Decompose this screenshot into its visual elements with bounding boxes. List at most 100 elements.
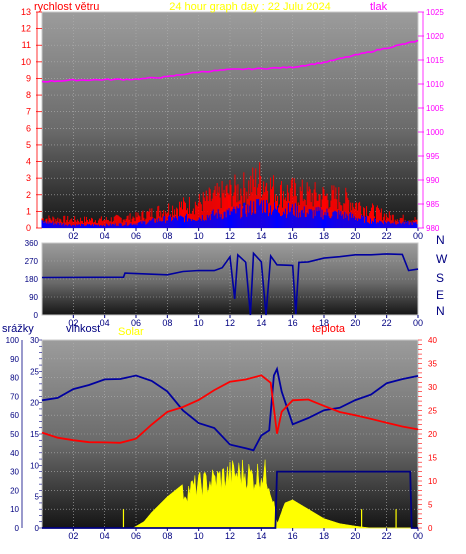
wind-speed-tick-label: 1 — [26, 206, 31, 216]
x-tick-label: 16 — [288, 531, 298, 541]
x-tick-label: 22 — [382, 318, 392, 328]
temperature-tick-label: 15 — [428, 454, 437, 463]
rain-tick-label: 0 — [15, 524, 20, 533]
x-tick-label: 04 — [100, 318, 110, 328]
x-tick-label: 06 — [131, 318, 141, 328]
x-tick-label: 08 — [162, 318, 172, 328]
wind-speed-tick-label: 7 — [26, 107, 31, 117]
wind-speed-tick-label: 12 — [21, 24, 31, 34]
humidity-line — [41, 366, 419, 452]
wind-speed-tick-label: 5 — [26, 140, 31, 150]
x-tick-label: 00 — [413, 531, 423, 541]
humidity-tick-label: 30 — [30, 336, 39, 345]
wind-speed-tick-label: 0 — [26, 223, 31, 233]
direction-tick-label: 90 — [29, 293, 38, 302]
rain-tick-label: 20 — [10, 486, 19, 495]
x-tick-label: 22 — [382, 231, 392, 241]
wind-direction-grid — [42, 243, 418, 315]
x-tick-label: 20 — [350, 318, 360, 328]
temperature-tick-label: 20 — [428, 430, 437, 439]
temperature-tick-label: 25 — [428, 407, 437, 416]
pressure-tick-label: 1020 — [426, 32, 444, 41]
x-tick-label: 16 — [288, 231, 298, 241]
wind-speed-tick-label: 11 — [22, 40, 31, 50]
wind-pressure-series — [41, 39, 419, 228]
humidity-tick-label: 25 — [30, 367, 39, 376]
humidity-tick-label: 10 — [30, 461, 39, 470]
x-tick-label: 12 — [225, 531, 235, 541]
rain-tick-label: 10 — [10, 505, 19, 514]
direction-tick-label: 360 — [25, 239, 39, 248]
rain-tick-label: 90 — [10, 355, 19, 364]
pressure-axis-label: tlak — [370, 1, 388, 13]
rain-axis-label: srážky — [2, 323, 34, 335]
pressure-tick-label: 1000 — [426, 128, 444, 137]
compass-label: S — [436, 271, 444, 285]
compass-label: N — [436, 304, 445, 318]
wind-speed-tick-label: 9 — [26, 73, 31, 83]
wind-speed-tick-label: 6 — [26, 123, 31, 133]
temperature-tick-label: 5 — [428, 501, 433, 510]
humidity-tick-label: 15 — [30, 430, 39, 439]
x-tick-label: 02 — [68, 318, 78, 328]
rain-line — [42, 470, 418, 529]
temperature-tick-label: 35 — [428, 360, 437, 369]
humidity-axis-label: vlhkost — [66, 323, 100, 335]
climate-panel: 02 04 06 08 10 12 14 16 18 20 22 000102030405060708… — [2, 323, 437, 541]
pressure-tick-label: 980 — [426, 224, 440, 233]
x-tick-label: 04 — [100, 231, 110, 241]
x-tick-label: 00 — [413, 318, 423, 328]
temperature-tick-label: 30 — [428, 383, 437, 392]
temperature-tick-label: 10 — [428, 477, 437, 486]
pressure-tick-label: 985 — [426, 200, 440, 209]
rain-tick-label: 100 — [6, 336, 20, 345]
x-tick-label: 04 — [100, 531, 110, 541]
wind-speed-tick-label: 2 — [26, 190, 31, 200]
x-tick-label: 18 — [319, 531, 329, 541]
climate-axes: 02 04 06 08 10 12 14 16 18 20 22 000102030405060708… — [6, 336, 438, 541]
wind-pressure-axes: 02 04 06 08 10 12 14 16 18 20 22 000123456789101112… — [21, 7, 444, 241]
compass-label: W — [436, 252, 448, 266]
solar-label: Solar — [118, 326, 144, 338]
rain-tick-label: 50 — [10, 430, 19, 439]
x-tick-label: 22 — [382, 531, 392, 541]
rain-tick-label: 60 — [10, 411, 19, 420]
direction-tick-label: 0 — [34, 311, 39, 320]
wind-speed-tick-label: 4 — [26, 157, 31, 167]
rain-tick-label: 30 — [10, 468, 19, 477]
wind-direction-series — [41, 251, 419, 316]
chart-title: 24 hour graph day : 22 Julu 2024 — [169, 1, 330, 13]
x-tick-label: 06 — [131, 231, 141, 241]
wind-speed-tick-label: 3 — [26, 173, 31, 183]
temperature-tick-label: 40 — [428, 336, 437, 345]
x-tick-label: 10 — [194, 231, 204, 241]
direction-tick-label: 270 — [25, 257, 39, 266]
x-tick-label: 18 — [319, 318, 329, 328]
pressure-tick-label: 995 — [426, 152, 440, 161]
pressure-tick-label: 1025 — [426, 8, 444, 17]
wind-speed-tick-label: 8 — [26, 90, 31, 100]
pressure-tick-label: 1005 — [426, 104, 444, 113]
compass-label: E — [436, 288, 444, 302]
rain-tick-label: 70 — [10, 392, 19, 401]
wind-pressure-panel: 02 04 06 08 10 12 14 16 18 20 22 000123456789101112… — [21, 1, 444, 241]
rain-tick-label: 80 — [10, 374, 19, 383]
temperature-axis-label: teplota — [312, 323, 346, 335]
humidity-tick-label: 5 — [35, 493, 40, 502]
x-tick-label: 10 — [194, 531, 204, 541]
pressure-line — [41, 39, 419, 83]
rain-tick-label: 40 — [10, 449, 19, 458]
compass-label: N — [436, 233, 445, 247]
x-tick-label: 06 — [131, 531, 141, 541]
pressure-tick-label: 1010 — [426, 80, 444, 89]
x-tick-label: 14 — [256, 231, 266, 241]
temperature-line — [41, 374, 419, 444]
x-tick-label: 08 — [162, 531, 172, 541]
temperature-tick-label: 0 — [428, 524, 433, 533]
humidity-tick-label: 0 — [35, 524, 40, 533]
x-tick-label: 14 — [256, 531, 266, 541]
x-tick-label: 12 — [225, 318, 235, 328]
